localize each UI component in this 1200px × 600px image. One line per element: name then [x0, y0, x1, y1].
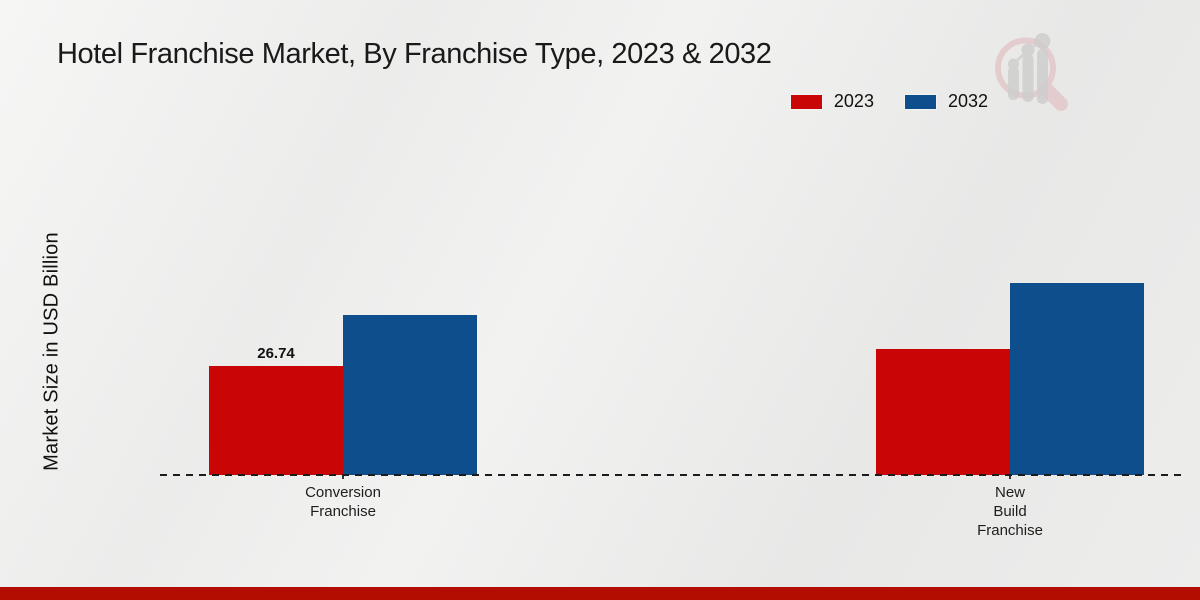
- x-axis-tick: [1009, 475, 1011, 479]
- bar-value-label: 26.74: [257, 345, 295, 362]
- brand-footer-strip: [0, 587, 1200, 600]
- bar-2032-conversion-franchise: [343, 315, 477, 475]
- legend-label: 2023: [833, 91, 874, 111]
- bar-2032-new-build-franchise: [1010, 283, 1144, 475]
- x-axis-tick: [342, 475, 344, 479]
- category-label-new-build-franchise: New Build Franchise: [977, 484, 1043, 539]
- legend: 2023 2032: [789, 91, 988, 112]
- bar-2023-conversion-franchise: [209, 366, 343, 475]
- chart-title: Hotel Franchise Market, By Franchise Typ…: [57, 38, 772, 70]
- y-axis-label: Market Size in USD Billion: [40, 232, 63, 471]
- legend-item-2023: 2023: [789, 91, 874, 112]
- legend-swatch-icon: [789, 93, 823, 110]
- category-label-conversion-franchise: Conversion Franchise: [305, 484, 381, 520]
- plot-area: 26.74 Conversion Franchise New Build Franchis…: [160, 271, 1190, 539]
- bar-2023-new-build-franchise: [876, 349, 1010, 475]
- x-axis-dashed-line: [160, 474, 1187, 476]
- legend-label: 2032: [947, 91, 988, 111]
- legend-swatch-icon: [903, 93, 937, 110]
- legend-item-2032: 2032: [903, 91, 988, 112]
- brand-logo: [988, 26, 1088, 126]
- magnifier-chart-icon: [995, 33, 1068, 111]
